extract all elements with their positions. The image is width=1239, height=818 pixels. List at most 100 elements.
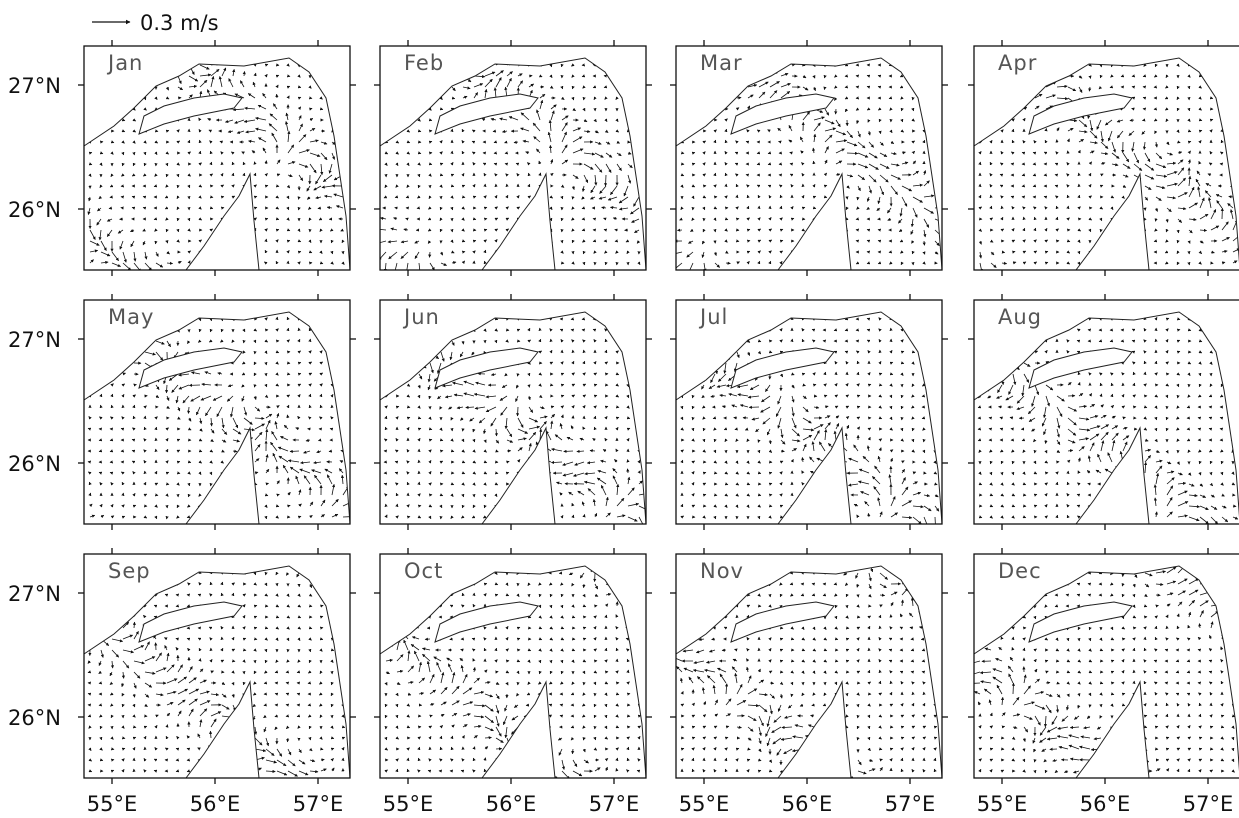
- current-vector: [496, 660, 497, 662]
- current-vector: [284, 425, 288, 429]
- current-vector: [781, 251, 783, 252]
- current-vector: [474, 678, 480, 683]
- current-vector: [858, 427, 860, 429]
- current-vector: [419, 109, 420, 111]
- current-vector: [763, 418, 770, 424]
- current-vector: [277, 517, 279, 518]
- current-vector: [254, 385, 255, 387]
- current-vector: [222, 185, 224, 186]
- current-vector: [200, 701, 210, 705]
- current-vector: [496, 495, 497, 497]
- current-vector: [189, 308, 191, 309]
- current-vector: [1057, 451, 1060, 453]
- current-vector: [991, 263, 996, 268]
- current-vector: [528, 749, 529, 760]
- current-vector: [288, 208, 289, 210]
- current-vector: [825, 120, 834, 124]
- current-vector: [594, 499, 595, 506]
- current-vector: [571, 694, 573, 695]
- current-vector: [1000, 417, 1002, 418]
- current-vector: [457, 407, 463, 408]
- current-vector: [845, 252, 847, 253]
- current-vector: [584, 175, 588, 183]
- current-vector: [233, 716, 240, 722]
- current-vector: [572, 197, 573, 199]
- current-vector: [319, 65, 321, 66]
- current-vector: [266, 650, 267, 652]
- current-vector: [462, 665, 463, 672]
- current-vector: [233, 583, 235, 584]
- current-vector: [1177, 407, 1178, 409]
- current-vector: [978, 407, 980, 408]
- current-vector: [177, 517, 179, 518]
- current-vector: [759, 240, 761, 241]
- current-vector: [825, 384, 827, 385]
- current-vector: [891, 164, 899, 166]
- current-vector: [735, 152, 737, 153]
- current-vector: [638, 759, 639, 761]
- current-vector: [222, 648, 223, 650]
- current-vector: [924, 352, 926, 353]
- current-vector: [566, 562, 573, 563]
- current-vector: [332, 362, 334, 363]
- current-vector: [736, 184, 737, 186]
- current-vector: [1200, 98, 1201, 99]
- current-vector: [1178, 178, 1186, 186]
- current-vector: [332, 373, 334, 374]
- current-vector: [277, 352, 279, 353]
- current-vector: [617, 705, 619, 706]
- current-vector: [463, 330, 464, 332]
- current-vector: [835, 252, 836, 254]
- current-vector: [869, 164, 879, 170]
- current-vector: [781, 91, 790, 98]
- current-vector: [484, 506, 485, 508]
- current-vector: [1231, 152, 1233, 153]
- current-vector: [867, 86, 869, 87]
- current-vector: [617, 164, 622, 171]
- current-vector: [1022, 175, 1024, 176]
- current-vector: [463, 451, 465, 452]
- current-vector: [606, 648, 607, 650]
- current-vector: [1078, 372, 1079, 374]
- current-vector: [341, 428, 343, 429]
- panel-frame: [84, 46, 350, 270]
- current-vector: [891, 362, 893, 363]
- current-vector: [1100, 383, 1101, 385]
- current-vector: [714, 429, 716, 430]
- current-vector: [573, 405, 574, 407]
- month-label: Jan: [106, 51, 143, 75]
- current-vector: [770, 483, 772, 484]
- current-vector: [189, 667, 192, 673]
- current-vector: [913, 517, 921, 524]
- current-vector: [825, 395, 827, 396]
- current-vector: [522, 738, 529, 746]
- current-vector: [1222, 222, 1228, 230]
- current-vector: [441, 307, 443, 308]
- current-vector: [384, 439, 386, 440]
- current-vector: [211, 418, 212, 426]
- current-vector: [1200, 252, 1202, 254]
- current-vector: [310, 153, 320, 156]
- current-vector: [150, 65, 156, 68]
- current-vector: [781, 352, 783, 353]
- current-vector: [1189, 330, 1191, 331]
- current-vector: [1024, 517, 1026, 518]
- current-vector: [725, 162, 726, 164]
- current-vector: [606, 513, 611, 517]
- vector-field: [671, 559, 942, 782]
- current-vector: [232, 162, 233, 164]
- current-vector: [463, 495, 464, 497]
- current-vector: [810, 457, 815, 462]
- current-vector: [253, 694, 255, 695]
- current-vector: [452, 736, 453, 738]
- current-vector: [847, 383, 848, 385]
- current-vector: [1167, 486, 1173, 495]
- current-vector: [244, 562, 245, 564]
- current-vector: [748, 206, 749, 208]
- current-vector: [272, 431, 277, 440]
- current-vector: [880, 396, 882, 397]
- current-vector: [597, 478, 606, 484]
- current-vector: [1068, 252, 1070, 253]
- current-vector: [299, 241, 301, 242]
- current-vector: [209, 130, 211, 131]
